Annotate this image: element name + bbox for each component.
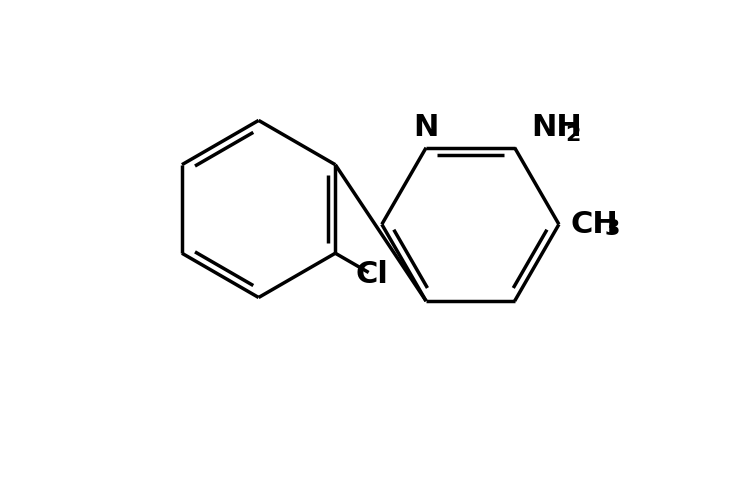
Text: Cl: Cl (356, 260, 388, 289)
Text: CH: CH (570, 210, 618, 239)
Text: N: N (413, 113, 439, 142)
Text: 2: 2 (566, 124, 581, 145)
Text: 3: 3 (604, 219, 620, 239)
Text: NH: NH (531, 113, 583, 142)
